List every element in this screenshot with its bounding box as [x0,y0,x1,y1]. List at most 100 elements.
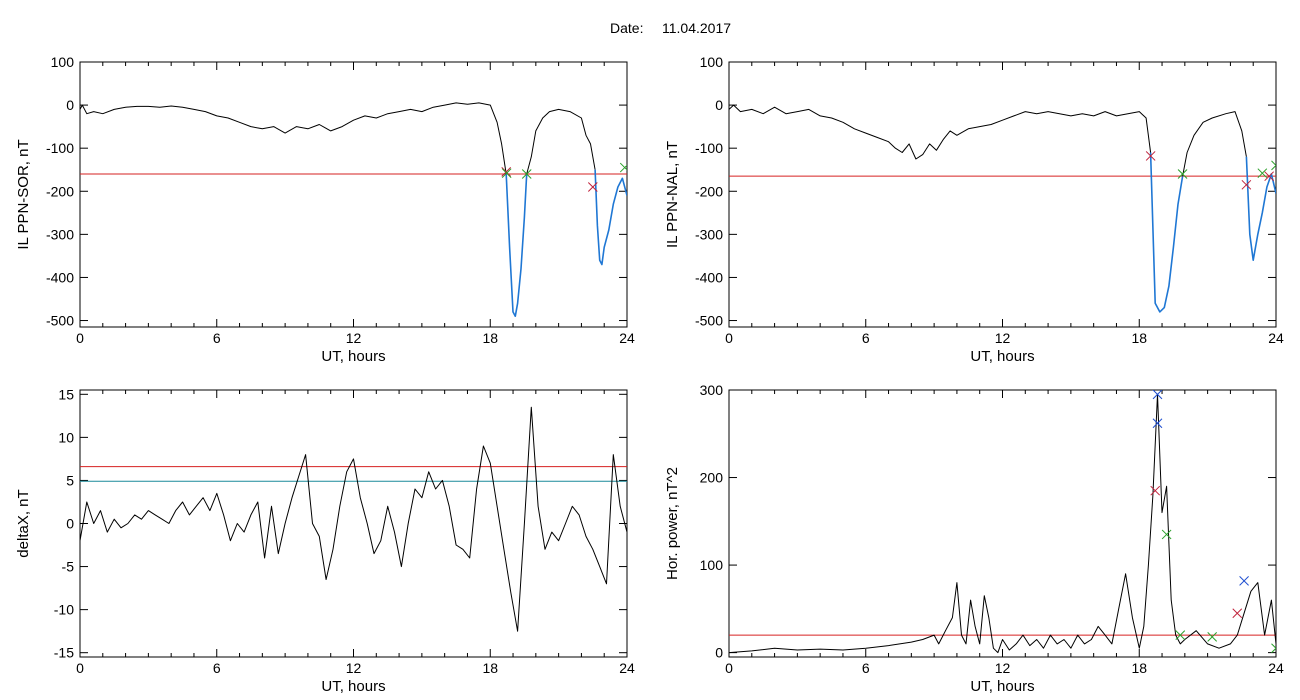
marker-x [587,182,598,192]
marker-x [1232,608,1243,619]
marker-x-stroke [1271,164,1276,171]
x-tick-label: 18 [1131,660,1147,676]
y-tick-label: -500 [46,313,74,329]
y-tick-label: 10 [58,429,74,445]
x-axis-title: UT, hours [321,678,385,695]
plot-area [729,104,1276,313]
y-tick-label: -15 [54,645,74,661]
x-tick-label: 18 [482,660,498,676]
y-tick-label: 100 [700,54,724,70]
marker-x [1241,179,1252,190]
y-tick-label: 0 [715,645,723,661]
x-tick-label: 24 [1268,660,1284,676]
marker-x [1257,168,1268,179]
series-line [80,406,627,632]
y-tick-label: 15 [58,386,74,402]
marker-x-stroke [1161,529,1172,540]
x-tick-label: 6 [862,660,870,676]
y-axis-title: IL PPN-NAL, nT [664,141,681,248]
x-tick-label: 12 [346,660,362,676]
marker-x-stroke [1239,575,1249,586]
marker-x [501,168,512,179]
plot-area [729,390,1276,654]
series-line [729,393,1276,654]
y-tick-label: -200 [46,183,74,199]
marker-x-stroke [1271,160,1276,167]
marker-x-stroke [587,182,598,192]
marker-x-stroke [1241,179,1252,190]
x-tick-label: 0 [725,660,733,676]
series-line [526,108,596,175]
marker-x-stroke [1232,608,1243,619]
plot-frame [79,61,628,328]
marker-x [1177,169,1188,179]
marker-x [1264,171,1275,182]
x-tick-label: 12 [995,330,1011,346]
plot-frame [79,389,628,658]
plot-frame [728,389,1277,658]
y-tick-label: -400 [46,269,74,285]
series-line [594,169,627,266]
x-tick-label: 12 [995,660,1011,676]
y-tick-label: -300 [46,226,74,242]
y-tick-label: 0 [66,516,74,532]
marker-x [1161,529,1172,540]
marker-x [1152,418,1163,429]
y-tick-label: 100 [700,557,724,573]
chart-il-ppn-sor: 0 6 12 18 24 100 0 -100 -200 -300 -400 -500 UT, hour… [15,54,635,365]
series-line [1182,111,1247,177]
chart-hor-power: 0 6 12 18 24 300 200 100 0 UT, hours Hor. power, n… [664,382,1284,695]
marker-x-stroke [501,167,512,177]
x-axis-title: UT, hours [970,678,1034,695]
x-tick-label: 18 [482,330,498,346]
series-line [729,104,1152,160]
marker-x [1239,575,1249,586]
x-tick-label: 12 [346,330,362,346]
marker-x [1175,630,1186,640]
marker-x [1150,485,1161,496]
marker-x-stroke [1264,171,1275,182]
y-tick-label: -100 [695,140,723,156]
y-tick-label: -100 [46,140,74,156]
y-tick-label: 200 [700,470,724,486]
series-line [505,173,528,318]
x-axis-title: UT, hours [321,348,385,365]
x-tick-label: 0 [76,660,84,676]
plot-area [80,102,627,318]
marker-x [1207,632,1218,642]
marker-x-stroke [501,168,512,179]
y-tick-label: 0 [66,97,74,113]
plot-area [80,406,627,632]
y-tick-label: -500 [695,313,723,329]
marker-x-stroke [1271,643,1276,649]
date-label: Date: [610,20,643,36]
y-tick-label: -5 [62,559,75,575]
marker-x-stroke [521,169,532,179]
y-axis-title: deltaX, nT [15,489,32,557]
x-tick-label: 24 [619,330,635,346]
marker-x [1271,160,1276,171]
y-tick-label: 300 [700,382,724,398]
plot-frame [728,61,1277,328]
marker-x [521,169,532,179]
marker-x-stroke [1145,151,1156,161]
series-line [1149,152,1184,313]
chart-deltax: 0 6 12 18 24 15 10 5 0 -5 -10 -15 UT, hours deltaX, n… [15,386,635,695]
marker-x-stroke [1152,418,1163,429]
marker-x-stroke [1150,485,1161,496]
marker-x [1271,643,1276,654]
y-tick-label: 5 [66,472,74,488]
marker-x [619,162,627,173]
y-axis-title: Hor. power, nT^2 [664,467,681,580]
y-tick-label: -300 [695,226,723,242]
y-tick-label: -10 [54,602,74,618]
y-axis-title: IL PPN-SOR, nT [15,139,32,249]
marker-x [501,167,512,177]
x-tick-label: 6 [213,660,221,676]
marker-x-stroke [1177,169,1188,179]
marker-x-stroke [1271,647,1276,654]
y-tick-label: 100 [51,54,75,70]
x-tick-label: 6 [862,330,870,346]
y-tick-label: 0 [715,97,723,113]
x-tick-label: 0 [725,330,733,346]
